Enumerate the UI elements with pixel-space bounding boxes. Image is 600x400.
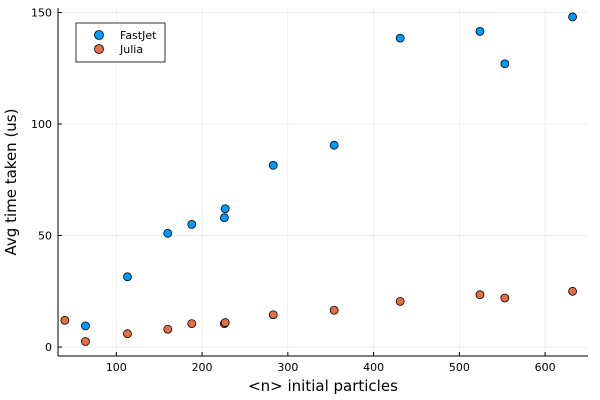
legend-label: Julia bbox=[119, 43, 143, 56]
fastjet-point bbox=[268, 160, 278, 170]
y-axis-label: Avg time taken (us) bbox=[2, 109, 20, 256]
julia-point bbox=[220, 318, 230, 327]
legend-marker bbox=[94, 44, 104, 54]
julia-point bbox=[268, 310, 278, 320]
julia-point bbox=[60, 315, 70, 325]
y-tick-label: 0 bbox=[45, 341, 52, 354]
legend-marker bbox=[94, 30, 104, 40]
grid bbox=[58, 8, 588, 356]
fastjet-point bbox=[395, 33, 405, 43]
fastjet-point bbox=[219, 213, 229, 223]
y-tick-label: 150 bbox=[31, 6, 52, 19]
fastjet-point bbox=[500, 59, 510, 69]
x-tick-label: 400 bbox=[363, 361, 384, 374]
legend-label: FastJet bbox=[120, 29, 157, 42]
x-tick-label: 300 bbox=[277, 361, 298, 374]
fastjet-point bbox=[163, 228, 173, 238]
fastjet-point bbox=[568, 12, 577, 22]
julia-point bbox=[163, 324, 173, 334]
x-tick-label: 500 bbox=[449, 361, 470, 374]
y-tick-label: 50 bbox=[38, 230, 52, 243]
data-points bbox=[60, 12, 577, 346]
y-tick-label: 100 bbox=[31, 118, 52, 131]
fastjet-point bbox=[187, 219, 197, 229]
julia-point bbox=[395, 296, 405, 306]
julia-point bbox=[500, 293, 510, 303]
julia-point bbox=[81, 337, 90, 346]
fastjet-point bbox=[123, 272, 132, 282]
tick-labels: 100 200 300 400 500 600 0 50 100 150 bbox=[31, 6, 556, 374]
x-axis-label: <n> initial particles bbox=[248, 377, 398, 395]
x-tick-label: 600 bbox=[535, 361, 556, 374]
legend-box bbox=[75, 22, 166, 63]
julia-point bbox=[123, 329, 132, 339]
x-tick-label: 100 bbox=[106, 361, 127, 374]
julia-point bbox=[568, 286, 577, 296]
julia-point bbox=[187, 319, 197, 329]
fastjet-point bbox=[220, 204, 230, 214]
fastjet-point bbox=[475, 27, 485, 36]
axes bbox=[57, 8, 588, 357]
fastjet-point bbox=[329, 140, 339, 150]
fastjet-point bbox=[81, 321, 90, 331]
julia-point bbox=[329, 305, 339, 315]
x-tick-label: 200 bbox=[192, 361, 213, 374]
julia-point bbox=[475, 290, 485, 300]
